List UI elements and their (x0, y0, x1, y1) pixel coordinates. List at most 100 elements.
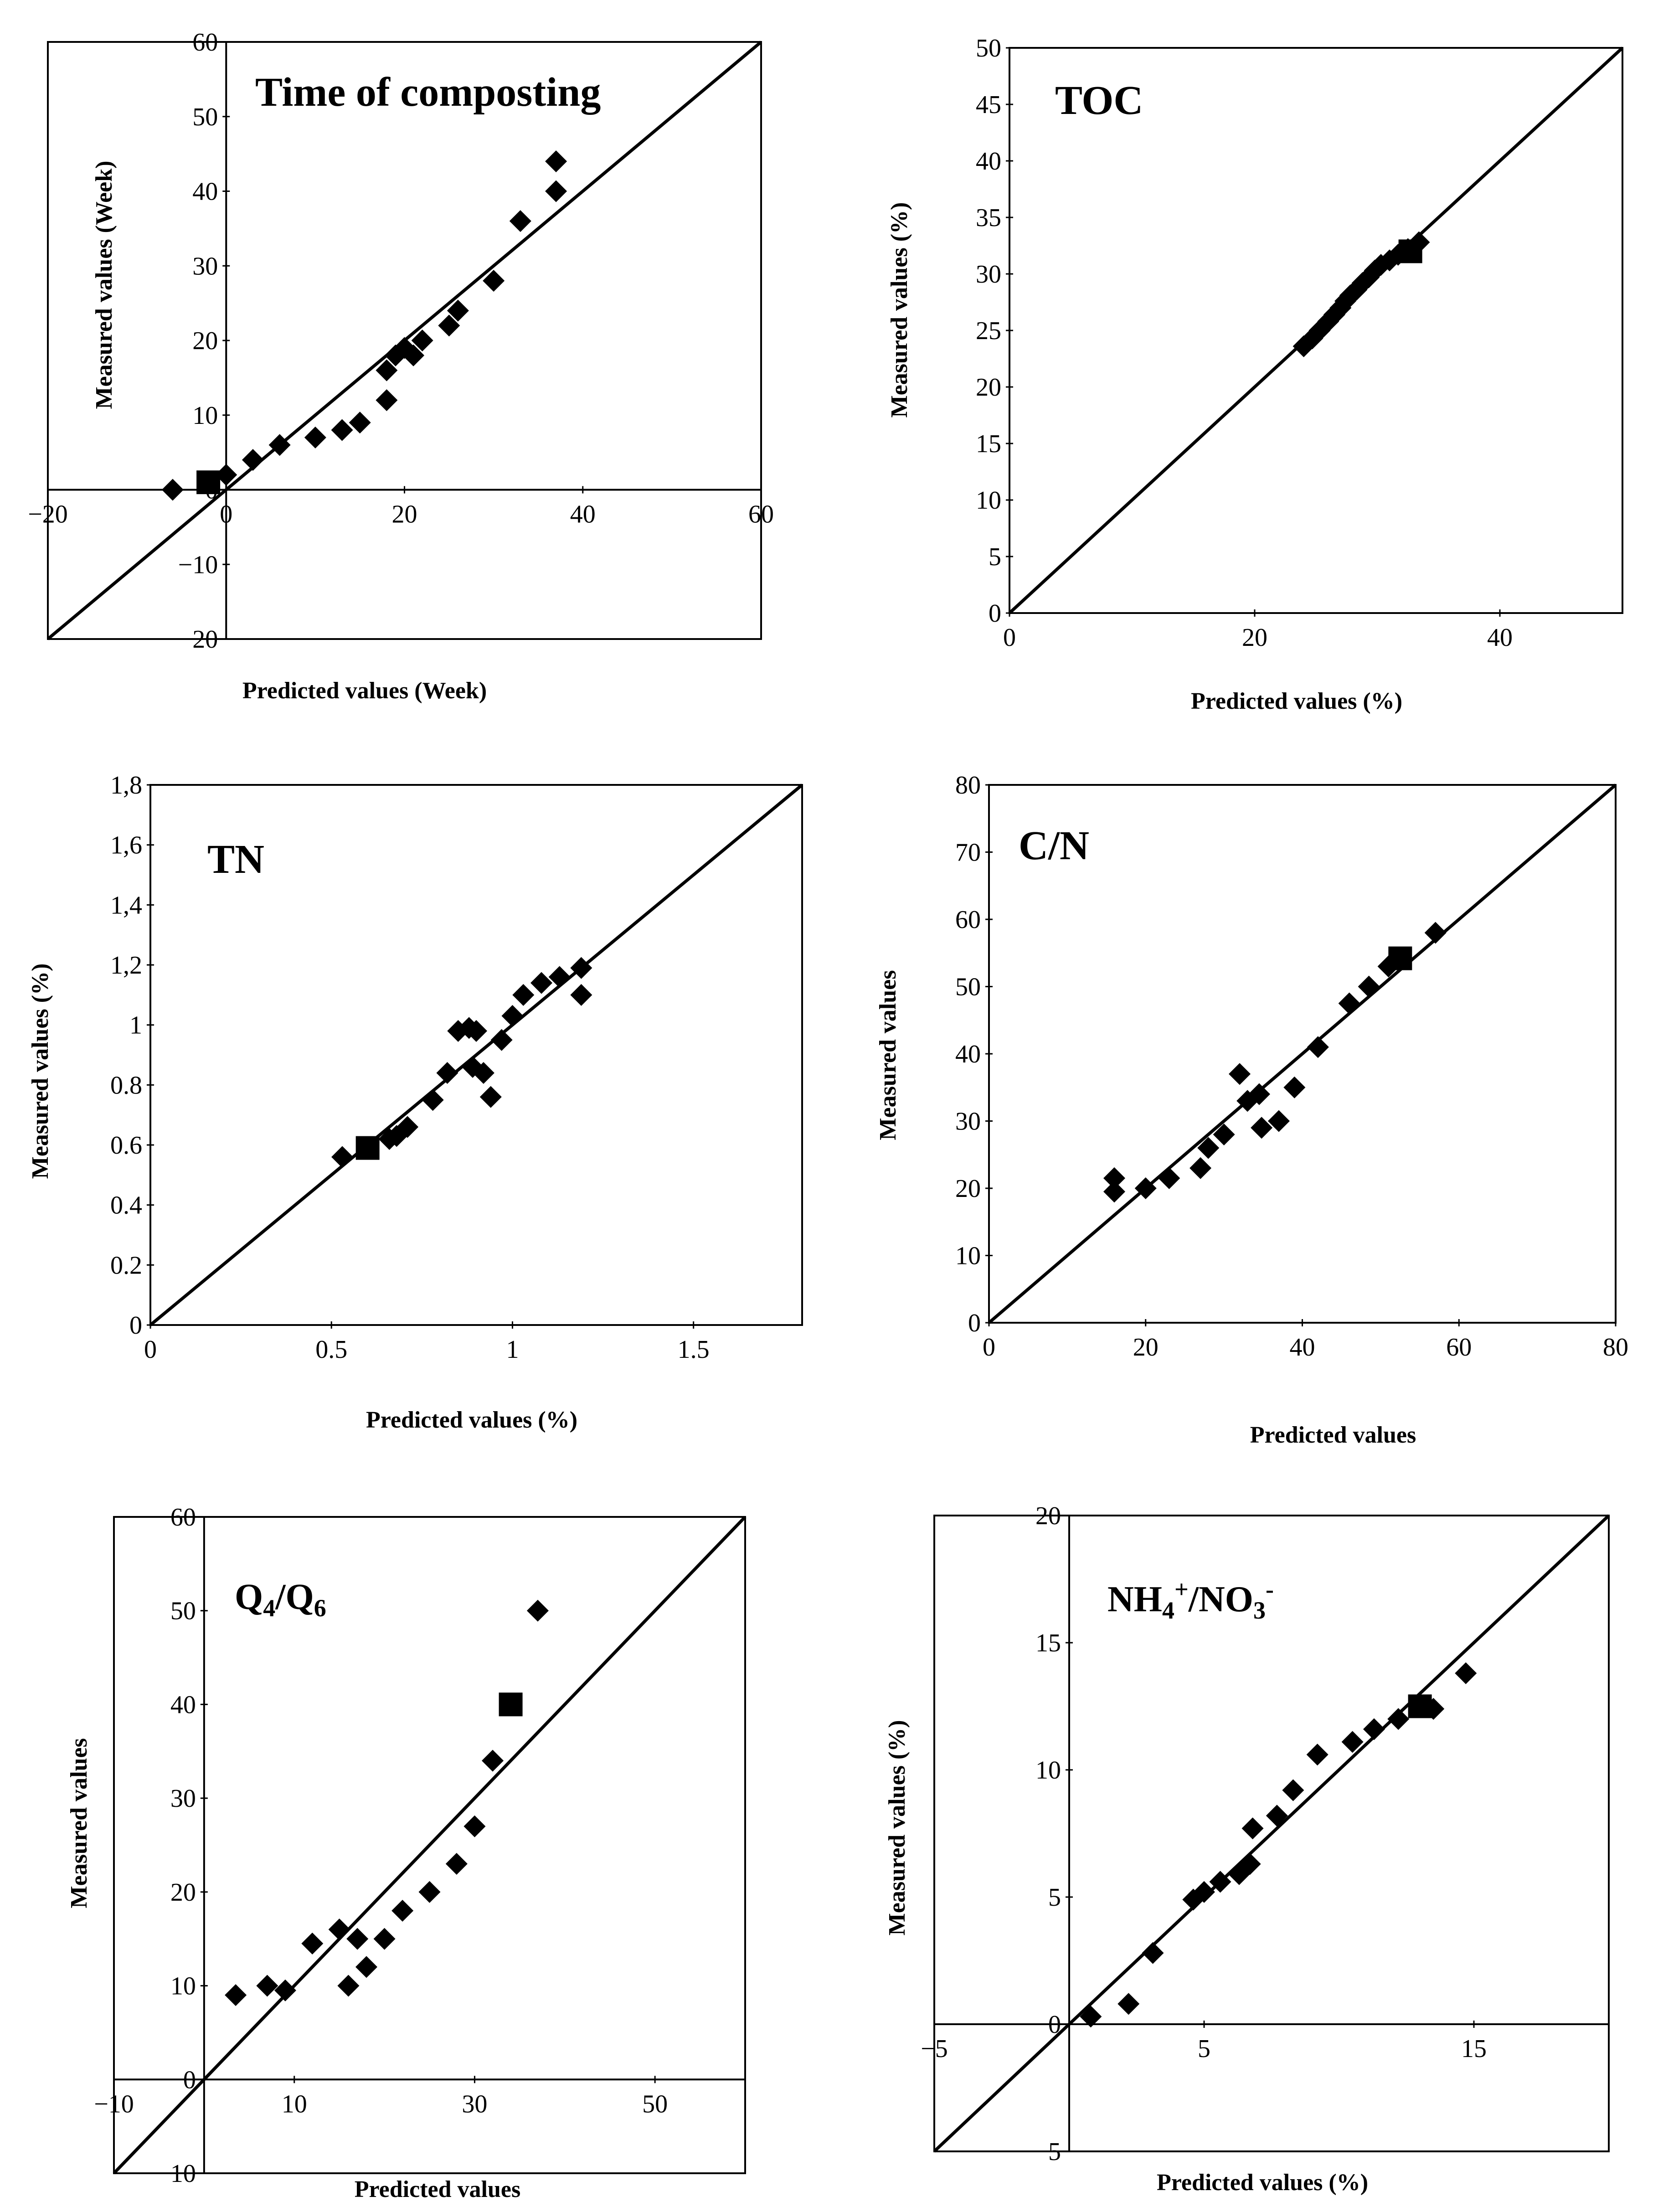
data-point-diamond (331, 1146, 354, 1168)
x-tick-label: 1 (506, 1335, 519, 1364)
x-tick-label: 50 (642, 2090, 668, 2118)
data-point-diamond (1266, 1805, 1288, 1827)
chart-title: NH4+/NO3- (1107, 1576, 1274, 1624)
y-tick-label: 10 (1035, 1756, 1061, 1784)
data-point-diamond (161, 479, 184, 501)
identity-line (149, 784, 803, 1326)
axes-group (933, 1515, 1609, 2152)
y-tick-label: −10 (178, 551, 218, 579)
x-tick-label: 0 (1003, 624, 1016, 652)
x-tick-label: 5 (1198, 2035, 1210, 2063)
data-point-diamond (1197, 1137, 1220, 1159)
data-point-diamond (570, 984, 592, 1006)
y-tick-label: 60 (955, 906, 981, 934)
data-point-diamond (402, 344, 425, 366)
data-point-diamond (482, 1749, 504, 1772)
data-point-diamond (1338, 992, 1360, 1015)
data-point-diamond (1158, 1167, 1180, 1189)
y-tick-label: −10 (156, 2160, 196, 2188)
data-point-diamond (472, 1062, 494, 1084)
title-subscript: 4 (1162, 1597, 1174, 1624)
data-point-diamond (490, 1029, 513, 1051)
x-tick-labels: −20 0 20 40 60 (28, 500, 774, 529)
x-tick-label: 0.5 (315, 1335, 347, 1364)
plot-frame (47, 41, 762, 640)
y-tick-label: 10 (976, 486, 1001, 515)
x-tick-label: 30 (462, 2090, 487, 2118)
data-point-diamond (530, 972, 552, 994)
data-point-diamond (373, 1928, 396, 1950)
y-tick-label: 40 (192, 178, 218, 206)
data-point-diamond (349, 412, 371, 434)
data-point-diamond (1307, 1036, 1329, 1058)
y-axis-label: Measured values (%) (884, 1720, 910, 1936)
y-tick-label: 0 (183, 2066, 196, 2094)
data-point-diamond (411, 330, 433, 351)
data-point-diamond (376, 359, 398, 382)
panel-toc: 0 20 40 0 5 10 15 20 25 30 35 40 45 50 TOC Predicted… (886, 34, 1624, 714)
data-points (225, 1599, 549, 2006)
data-point-diamond (328, 1918, 350, 1941)
data-point-diamond (545, 150, 567, 172)
y-tick-label: 0 (1048, 2011, 1061, 2039)
data-point-diamond (215, 464, 237, 486)
data-point-diamond (331, 419, 353, 441)
y-tick-label: 10 (192, 402, 218, 430)
data-point-diamond (445, 1853, 468, 1875)
y-tick-label: −5 (1034, 2138, 1061, 2166)
y-tick-label: 0 (129, 1311, 142, 1340)
data-point-diamond (512, 984, 535, 1006)
y-tick-labels: 0 10 20 30 40 50 60 70 80 (955, 771, 981, 1337)
x-tick-label: 40 (1290, 1333, 1315, 1361)
y-axis-label: Measured values (%) (886, 202, 912, 418)
data-point-diamond (1455, 1662, 1477, 1684)
plot-frame (149, 784, 803, 1326)
data-point-diamond (1306, 1743, 1329, 1766)
y-tick-label: 20 (192, 327, 218, 355)
x-tick-labels: 0 0.5 1 1.5 (144, 1335, 710, 1364)
y-axis-label: Measured values (Week) (91, 161, 117, 409)
data-point-diamond (545, 180, 567, 202)
x-axis-label: Predicted values (355, 2176, 520, 2202)
panel-time: −20 0 20 40 60 −20 −100 10 20 30 40 50 60 Time of c… (28, 28, 774, 704)
data-points (1293, 231, 1430, 357)
data-point-diamond (1080, 2006, 1102, 2028)
data-point-diamond (1241, 1817, 1264, 1840)
y-tick-label: 0.6 (110, 1131, 142, 1160)
y-tick-label: 0.4 (110, 1191, 142, 1220)
x-tick-label: −5 (921, 2035, 948, 2063)
data-point-diamond (1190, 1157, 1212, 1179)
title-part: NH (1107, 1579, 1162, 1619)
data-points (1080, 1662, 1477, 2028)
y-tick-labels: −10 0 10 20 30 40 50 60 (156, 1503, 196, 2188)
data-point-diamond (355, 1956, 377, 1978)
data-point-diamond (1103, 1167, 1125, 1189)
panel-cn: 0 20 40 60 80 0 10 20 30 40 50 60 70 80 C/N Predicte… (875, 771, 1628, 1448)
x-axis-label: Predicted values (%) (1191, 688, 1402, 714)
data-point-diamond (447, 299, 469, 322)
data-point-diamond (1239, 1853, 1261, 1875)
y-tick-label: 80 (955, 771, 981, 799)
data-point-diamond (548, 966, 571, 988)
x-tick-label: 10 (282, 2090, 307, 2118)
data-point-diamond (1103, 1181, 1125, 1203)
data-point-diamond (1248, 1083, 1270, 1105)
x-tick-label: 20 (392, 500, 417, 529)
x-tick-label: −20 (28, 500, 68, 529)
axes-group (1006, 47, 1501, 617)
y-tick-label: −20 (178, 625, 218, 654)
x-tick-label: 60 (1446, 1333, 1472, 1361)
y-tick-label: 40 (170, 1691, 196, 1719)
y-tick-label: 0 (989, 599, 1001, 628)
y-tick-label: 0.8 (110, 1071, 142, 1099)
data-points (331, 957, 592, 1168)
y-tick-labels: 0 5 10 15 20 25 30 35 40 45 50 (976, 34, 1001, 628)
data-point-diamond (483, 270, 505, 292)
y-tick-label: 50 (976, 34, 1001, 62)
y-tick-label: 10 (955, 1242, 981, 1270)
mean-point-square (355, 1136, 380, 1160)
chart-title: Time of composting (255, 70, 601, 115)
data-point-diamond (1424, 922, 1447, 944)
chart-title: C/N (1019, 823, 1089, 868)
